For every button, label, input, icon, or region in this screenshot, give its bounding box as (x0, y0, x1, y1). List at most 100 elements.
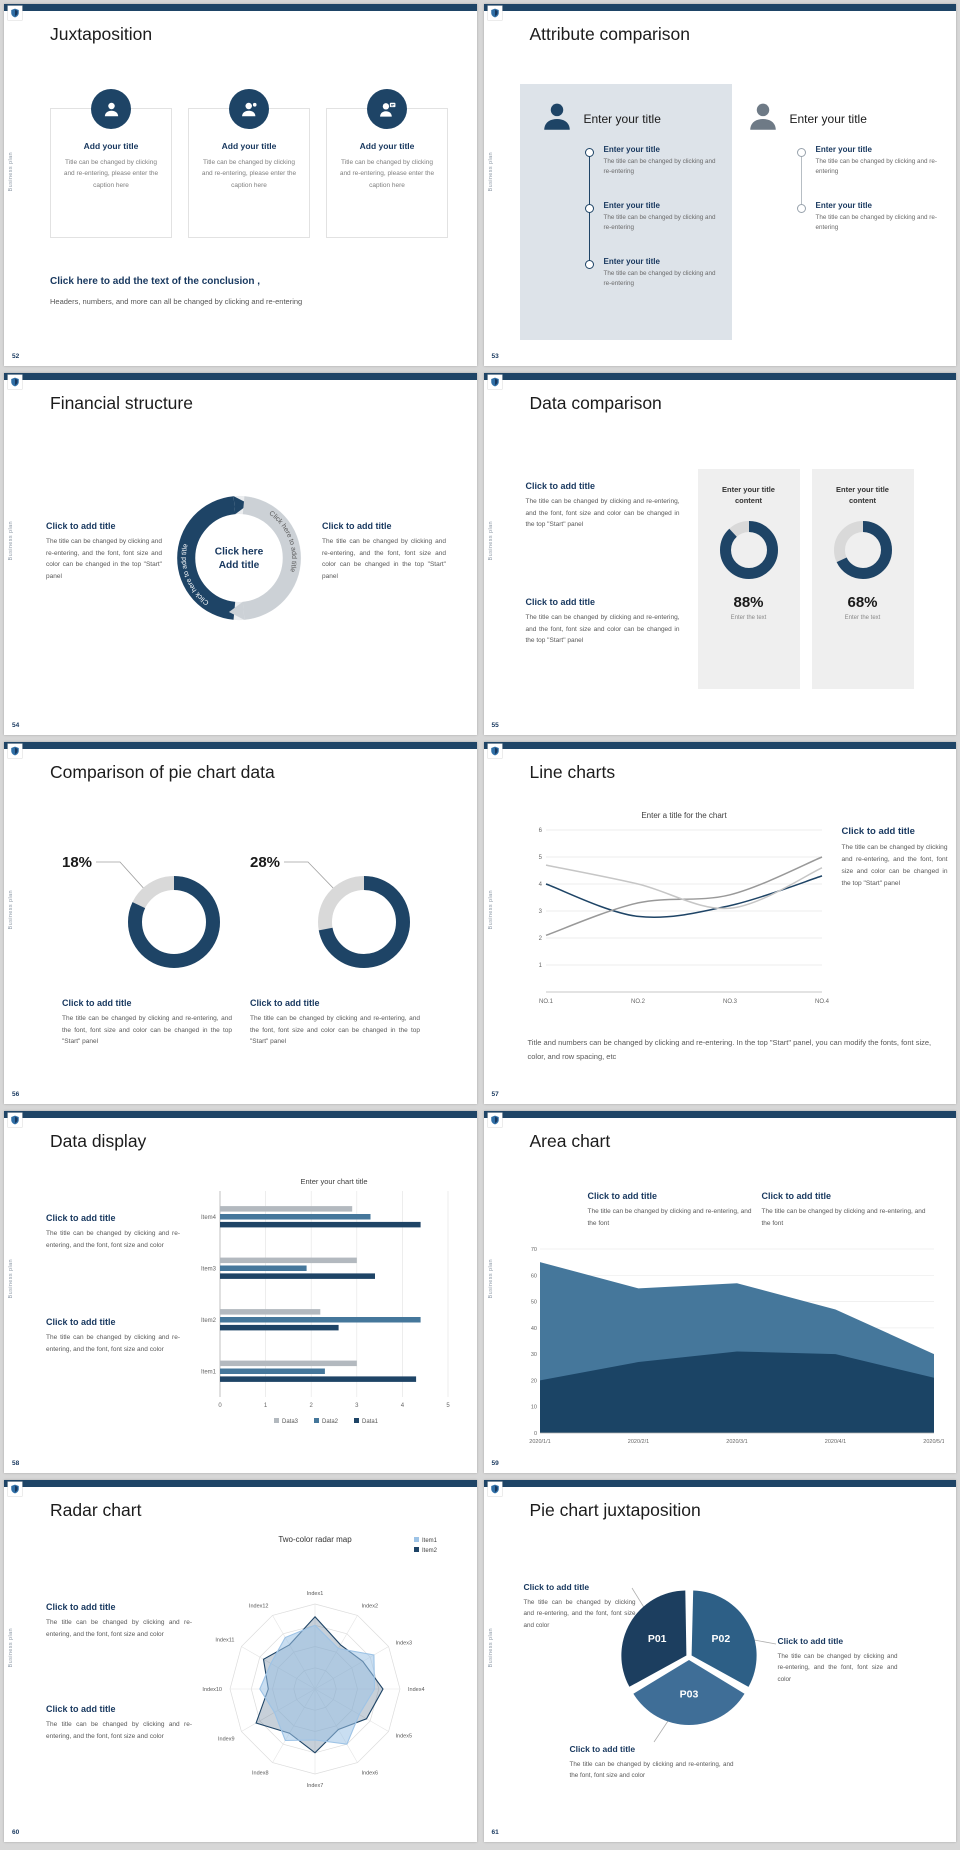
slide-accent-bar (483, 1111, 956, 1118)
svg-text:Item1: Item1 (201, 1369, 217, 1375)
block-body: The title can be changed by clicking and… (525, 498, 680, 529)
block-body: The title can be changed by clicking and… (587, 1208, 752, 1227)
info-card: Add your title Title can be changed by c… (326, 89, 448, 238)
block-title: Click to add title (777, 1636, 844, 1646)
stat-card: Enter your title content 68% Enter the t… (811, 469, 914, 689)
brand-logo (8, 1113, 22, 1127)
user-presentation-icon (367, 89, 407, 129)
slide-59-area-chart[interactable]: Business plan Area chart Click to add ti… (483, 1111, 956, 1473)
stat-card-heading: Enter your title content (836, 485, 889, 505)
text-block-2: Click to add title The title can be chan… (46, 1317, 180, 1355)
svg-text:5: 5 (538, 855, 542, 861)
text-block-1: Click to add title The title can be chan… (46, 1213, 180, 1251)
timeline-item: Enter your title The title can be change… (604, 201, 718, 233)
bar-chart: Enter your chart title 0 1 2 3 4 5 Item1 Item2 It… (188, 1173, 464, 1429)
block-body: The title can be changed by clicking and… (569, 1761, 734, 1780)
text-block-2: Click to add title The title can be chan… (526, 597, 680, 647)
slide-53-attribute-comparison[interactable]: Business plan Attribute comparison Enter… (483, 4, 956, 366)
slide-title: Juxtaposition (50, 24, 153, 44)
text-block-right: Click to add title The title can be chan… (322, 521, 446, 583)
shield-logo-icon (11, 1484, 19, 1494)
block-title: Click to add title (46, 1704, 116, 1714)
svg-text:2020/4/1: 2020/4/1 (824, 1439, 845, 1445)
svg-text:2020/1/1: 2020/1/1 (529, 1439, 550, 1445)
radar-chart: Two-color radar map Item1 Item2 Index1 Index… (194, 1532, 452, 1824)
timeline-item-title: Enter your title (815, 145, 872, 154)
block-title: Click to add title (525, 481, 596, 491)
svg-text:Index10: Index10 (202, 1687, 222, 1693)
donut-chart-88 (719, 520, 778, 579)
info-card: Add your title Title can be changed by c… (188, 89, 310, 238)
timeline-item: Enter your title The title can be change… (816, 201, 938, 233)
chart-caption-block: Click to add title The title can be chan… (250, 998, 420, 1048)
block-body: The title can be changed by clicking and… (46, 1230, 180, 1249)
brand-logo (487, 375, 502, 389)
svg-text:50: 50 (530, 1300, 536, 1306)
slide-accent-bar (4, 373, 477, 380)
slide-54-financial-structure[interactable]: Business plan Financial structure Click … (4, 373, 477, 735)
svg-text:NO.1: NO.1 (538, 999, 553, 1005)
shield-logo-icon (11, 377, 19, 387)
text-block-left: Click to add title The title can be chan… (46, 521, 162, 583)
slide-58-data-display[interactable]: Business plan Data display Click to add … (4, 1111, 477, 1473)
page-number: 59 (491, 1460, 499, 1467)
block-body: The title can be changed by clicking and… (46, 1619, 192, 1638)
percent-label: 28% (250, 854, 281, 871)
svg-text:30: 30 (530, 1352, 536, 1358)
person-icon (746, 100, 780, 134)
svg-text:NO.3: NO.3 (722, 999, 737, 1005)
side-text-block: Click to add title The title can be chan… (842, 826, 948, 889)
slide-60-radar-chart[interactable]: Business plan Radar chart Click to add t… (4, 1480, 477, 1842)
timeline-line (800, 154, 803, 206)
block-body: The title can be changed by clicking and… (46, 1334, 180, 1353)
svg-text:Index8: Index8 (252, 1771, 269, 1777)
page-number: 52 (12, 353, 20, 360)
svg-text:0: 0 (533, 1431, 536, 1437)
timeline-item-body: The title can be changed by clicking and… (815, 214, 937, 232)
card-title: Add your title (83, 141, 139, 151)
area-chart: 0 10 20 30 40 50 60 70 2020/1/1 2020/2/1 2020/3/1 2… (516, 1243, 944, 1447)
sidebar-brand-label: Business plan (487, 890, 494, 930)
slide-accent-bar (483, 1480, 956, 1487)
text-block-2: Click to add title The title can be chan… (762, 1191, 926, 1229)
block-title: Click to add title (569, 1744, 636, 1754)
slide-title: Financial structure (50, 393, 193, 413)
svg-text:Index12: Index12 (249, 1604, 269, 1610)
block-body: The title can be changed by clicking and… (62, 1015, 232, 1046)
sidebar-brand-label: Business plan (8, 1628, 14, 1668)
percent-label: 18% (62, 854, 93, 871)
slide-55-data-comparison[interactable]: Business plan Data comparison Click to a… (483, 373, 956, 735)
block-title: Click to add title (587, 1191, 658, 1201)
svg-text:10: 10 (530, 1405, 536, 1411)
panel-heading: Enter your title (789, 112, 867, 126)
slide-57-line-charts[interactable]: Business plan Line charts Enter a title … (483, 742, 956, 1104)
svg-text:NO.4: NO.4 (814, 999, 829, 1005)
timeline-item-body: The title can be changed by clicking and… (603, 158, 716, 176)
svg-text:Index5: Index5 (396, 1734, 413, 1740)
svg-text:4: 4 (538, 882, 542, 888)
brand-logo (487, 6, 502, 20)
card-caption: Title can be changed by clicking and re-… (339, 159, 435, 189)
shield-logo-icon (490, 8, 499, 18)
page-number: 55 (491, 722, 499, 729)
slide-accent-bar (4, 1111, 477, 1118)
timeline-item-title: Enter your title (603, 145, 660, 154)
svg-text:70: 70 (530, 1247, 536, 1253)
slide-accent-bar (4, 742, 477, 749)
slide-title: Attribute comparison (529, 24, 691, 44)
slide-56-pie-comparison[interactable]: Business plan Comparison of pie chart da… (4, 742, 477, 1104)
page-number: 61 (491, 1829, 499, 1836)
block-title: Click to add title (46, 1317, 116, 1327)
timeline-item-body: The title can be changed by clicking and… (603, 270, 716, 288)
timeline-item-body: The title can be changed by clicking and… (815, 158, 937, 176)
user-icon (91, 89, 131, 129)
brand-logo (8, 1482, 22, 1496)
svg-text:Index9: Index9 (218, 1737, 235, 1743)
brand-logo (8, 375, 22, 389)
shield-logo-icon (490, 746, 499, 756)
slide-61-pie-juxtaposition[interactable]: Business plan Pie chart juxtaposition P0… (483, 1480, 956, 1842)
timeline-item-title: Enter your title (815, 201, 872, 210)
block-title: Click to add title (46, 1213, 116, 1223)
slide-52-juxtaposition[interactable]: Business plan Juxtaposition Add your tit… (4, 4, 477, 366)
slide-title: Data comparison (529, 393, 662, 413)
